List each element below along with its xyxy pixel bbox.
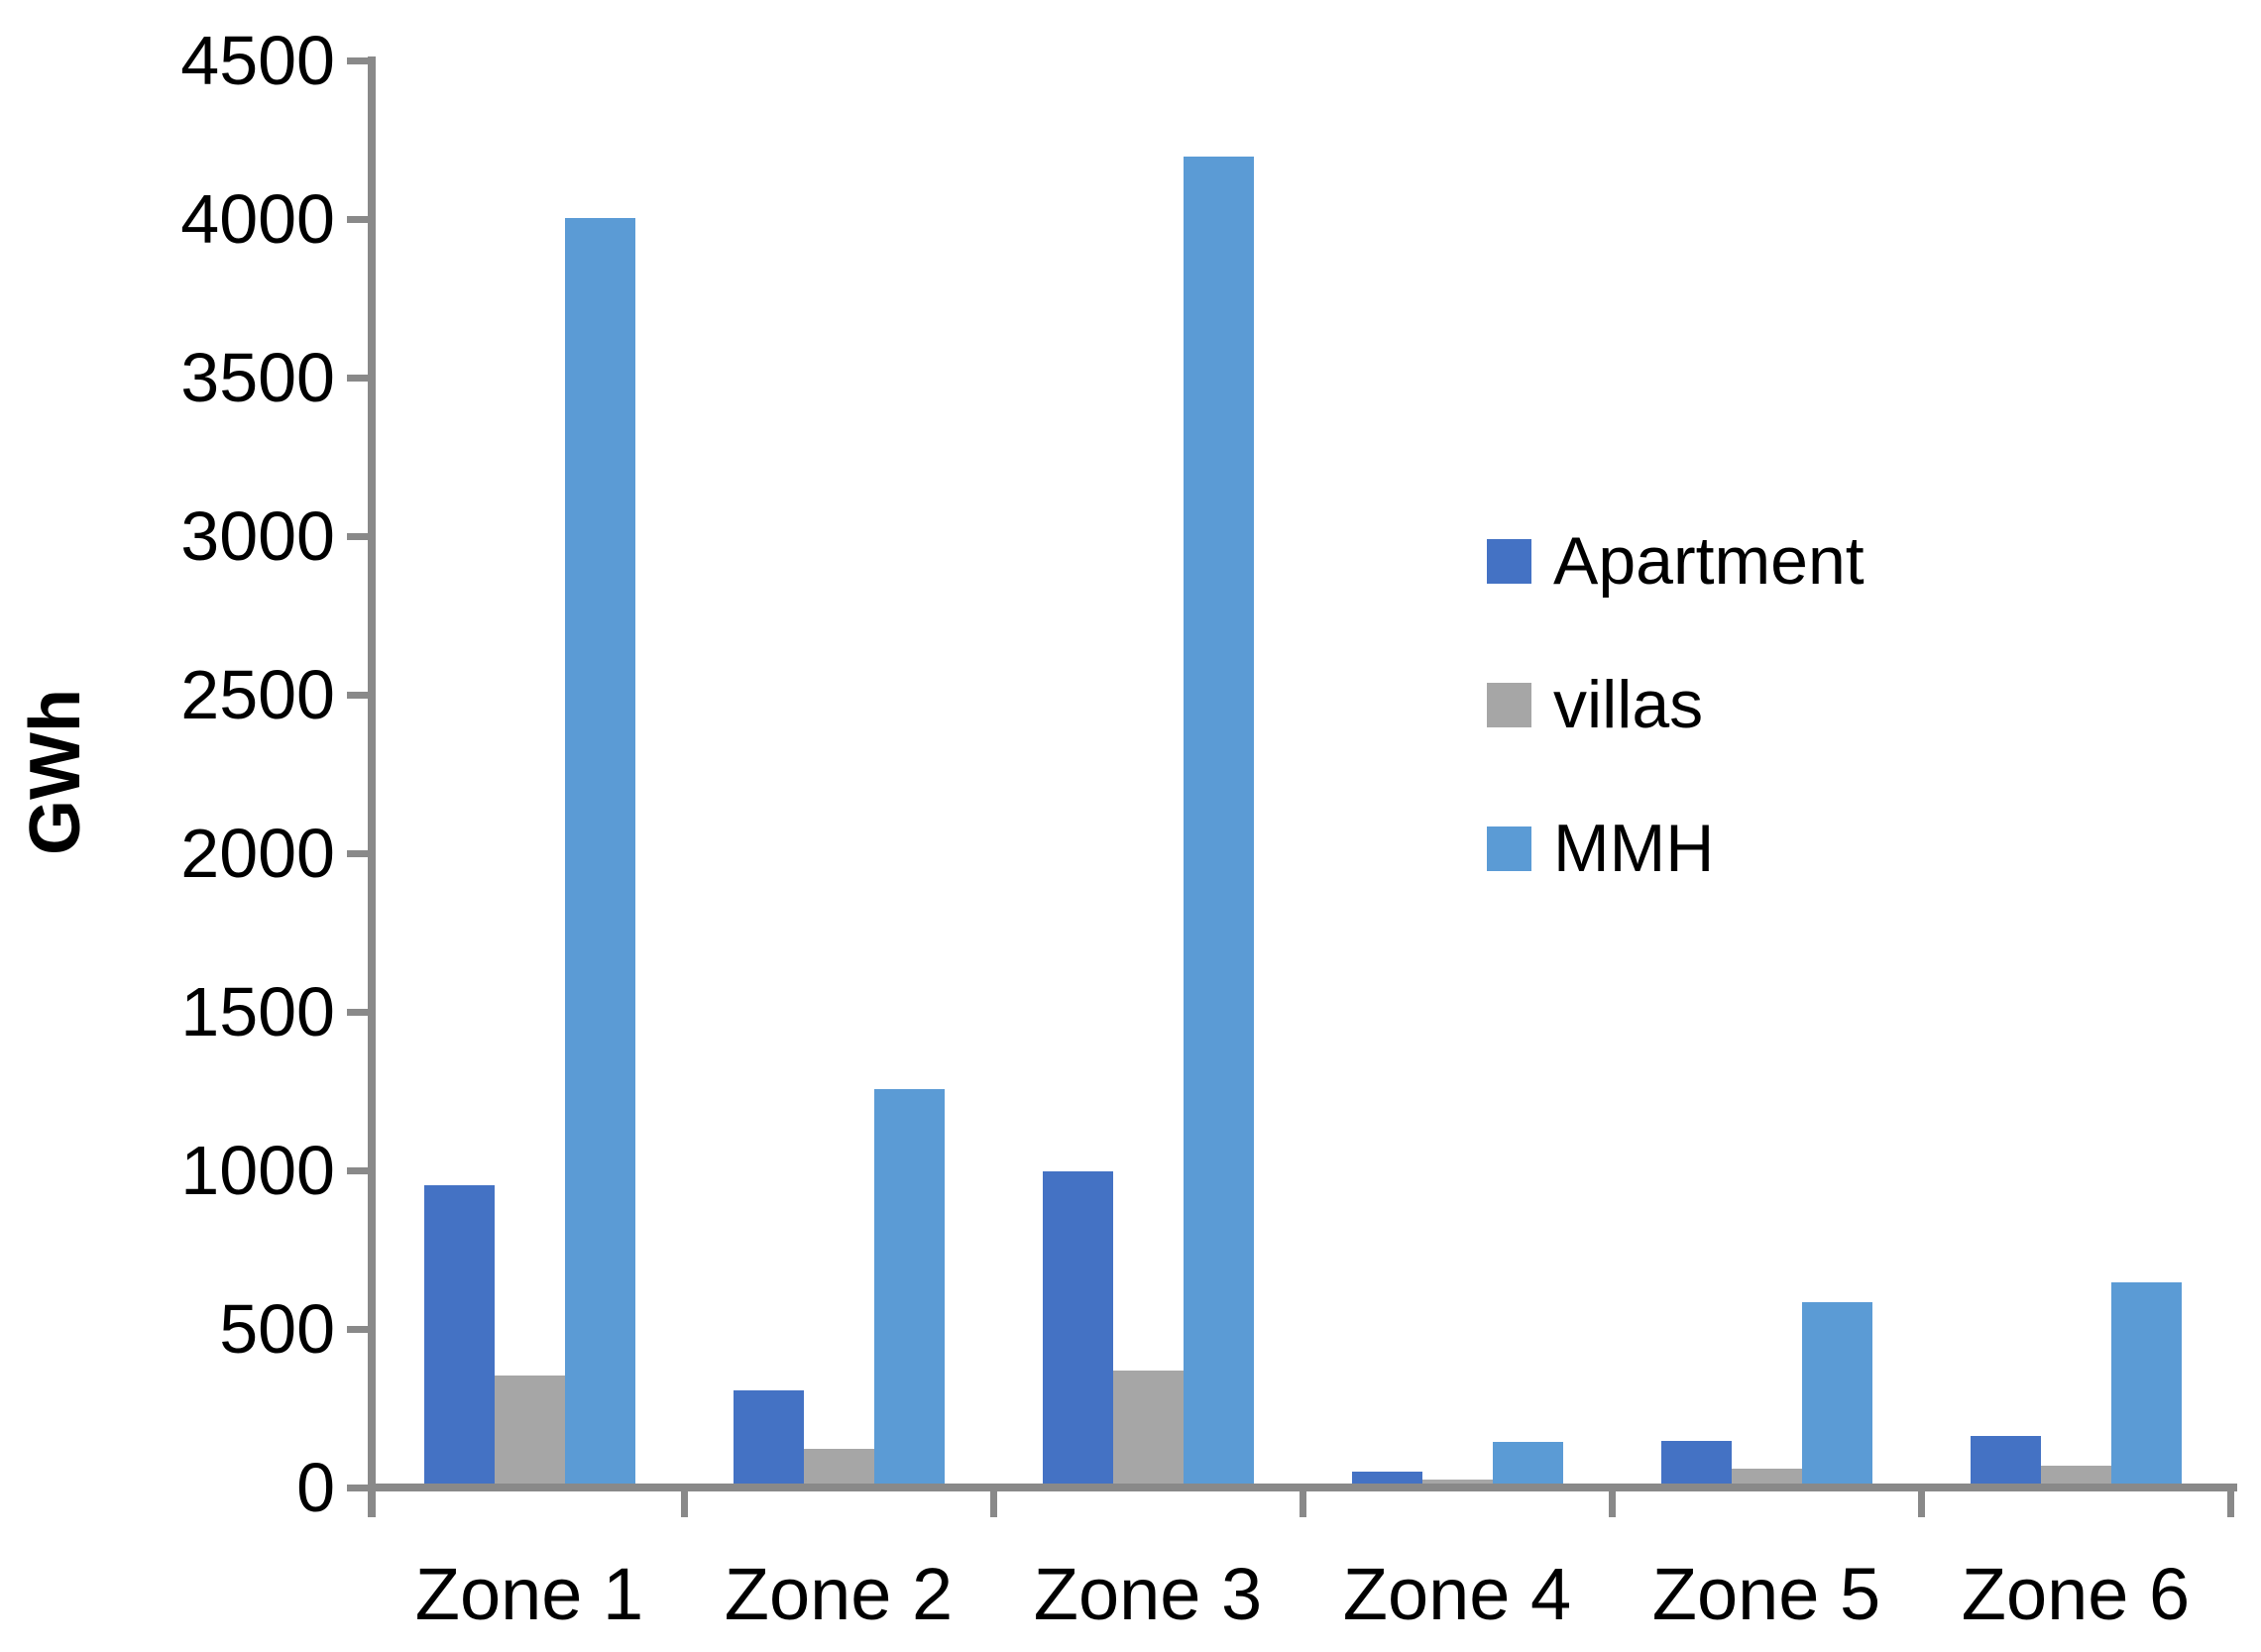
bar-mmh-zone-1 <box>564 218 635 1484</box>
x-axis-category-label: Zone 6 <box>1961 1553 2191 1635</box>
legend-swatch-icon <box>1487 826 1531 871</box>
bar-apartment-zone-1 <box>423 1185 495 1484</box>
x-axis-tick <box>1299 1484 1306 1517</box>
legend-swatch-icon <box>1487 682 1531 727</box>
x-axis-tick <box>1608 1484 1616 1517</box>
bar-apartment-zone-3 <box>1042 1171 1113 1484</box>
y-axis-tick-label: 3000 <box>180 497 335 575</box>
bar-villas-zone-3 <box>1112 1371 1184 1484</box>
legend-swatch-icon <box>1487 538 1531 584</box>
x-axis-category-label: Zone 3 <box>1033 1553 1263 1635</box>
x-axis-category-label: Zone 1 <box>414 1553 644 1635</box>
x-axis-category-label: Zone 4 <box>1342 1553 1572 1635</box>
y-axis-tick-label: 3500 <box>180 339 335 416</box>
y-axis-tick <box>347 1008 373 1016</box>
bar-villas-zone-5 <box>1731 1469 1802 1484</box>
legend-item-villas: villas <box>1487 670 1703 739</box>
bar-villas-zone-6 <box>2040 1466 2111 1484</box>
legend-label: villas <box>1553 667 1704 742</box>
y-axis-tick <box>347 56 373 64</box>
x-axis-tick <box>680 1484 688 1517</box>
x-axis-tick <box>1917 1484 1925 1517</box>
y-axis-tick-label: 2500 <box>180 656 335 733</box>
y-axis-tick-label: 500 <box>219 1290 335 1368</box>
y-axis-tick <box>347 691 373 699</box>
legend-label: Apartment <box>1553 523 1865 599</box>
y-axis-tick-label: 2000 <box>180 815 335 892</box>
bar-apartment-zone-6 <box>1970 1436 2041 1484</box>
x-axis-category-label: Zone 2 <box>724 1553 954 1635</box>
legend-label: MMH <box>1553 811 1715 886</box>
y-axis-tick <box>347 215 373 223</box>
y-axis-tick-label: 4500 <box>180 22 335 99</box>
bar-mmh-zone-6 <box>2110 1282 2182 1484</box>
y-axis-tick-label: 4000 <box>180 180 335 258</box>
legend-item-apartment: Apartment <box>1487 526 1865 596</box>
bar-mmh-zone-3 <box>1183 157 1254 1484</box>
y-axis-tick-label: 0 <box>296 1449 335 1526</box>
bar-villas-zone-1 <box>494 1376 565 1484</box>
bar-mmh-zone-5 <box>1801 1302 1872 1484</box>
legend-item-mmh: MMH <box>1487 814 1714 883</box>
bar-mmh-zone-2 <box>873 1089 945 1484</box>
bar-villas-zone-4 <box>1421 1480 1493 1484</box>
x-axis-tick <box>989 1484 997 1517</box>
bar-villas-zone-2 <box>803 1449 874 1484</box>
bar-apartment-zone-4 <box>1351 1472 1422 1484</box>
y-axis-tick <box>347 1166 373 1174</box>
y-axis-tick-label: 1500 <box>180 973 335 1050</box>
bar-mmh-zone-4 <box>1492 1442 1563 1484</box>
x-axis-tick <box>2226 1484 2234 1517</box>
x-axis-category-label: Zone 5 <box>1651 1553 1881 1635</box>
bar-apartment-zone-5 <box>1660 1441 1732 1484</box>
y-axis-tick <box>347 374 373 382</box>
y-axis-tick <box>347 1325 373 1333</box>
y-axis-tick <box>347 532 373 540</box>
y-axis-tick-label: 1000 <box>180 1132 335 1209</box>
y-axis-line <box>368 56 376 1517</box>
y-axis-tick <box>347 1484 373 1491</box>
y-axis-tick <box>347 849 373 857</box>
bar-apartment-zone-2 <box>733 1390 804 1484</box>
